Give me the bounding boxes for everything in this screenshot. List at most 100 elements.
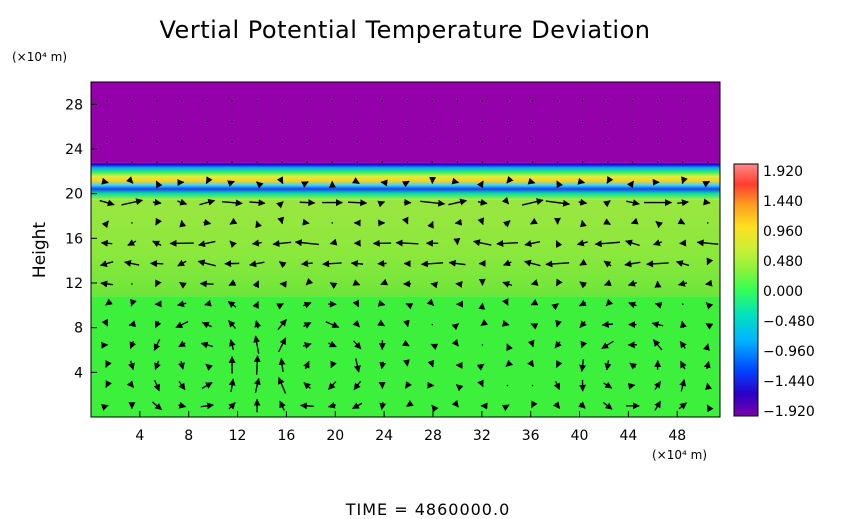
vector-dot bbox=[631, 140, 634, 143]
vector-arrow bbox=[553, 381, 561, 391]
vector-arrow bbox=[603, 381, 613, 389]
vector-arrow bbox=[527, 177, 536, 185]
vector-arrow bbox=[696, 239, 719, 247]
vector-arrow bbox=[705, 302, 714, 310]
vector-arrow bbox=[430, 281, 439, 289]
vector-arrow bbox=[272, 240, 292, 247]
vector-arrow bbox=[477, 217, 485, 226]
vector-arrow bbox=[99, 260, 114, 267]
vector-arrow bbox=[530, 279, 539, 286]
vector-arrow bbox=[579, 359, 587, 372]
vector-arrow bbox=[327, 340, 337, 348]
vector-arrow bbox=[448, 198, 468, 206]
vector-arrow bbox=[530, 298, 539, 306]
vector-dot bbox=[331, 140, 334, 143]
vector-dot bbox=[206, 140, 208, 143]
vector-dot bbox=[681, 303, 684, 306]
vector-arrow bbox=[249, 260, 265, 268]
y-axis: 4 8 12 16 20 24 28 bbox=[65, 97, 97, 381]
vector-dot bbox=[381, 100, 384, 102]
vector-dot bbox=[481, 100, 484, 102]
vector-dot bbox=[506, 100, 509, 102]
vector-arrow bbox=[126, 380, 135, 389]
vector-arrow bbox=[279, 400, 286, 411]
x-tick-label: 28 bbox=[424, 428, 442, 444]
vector-arrow bbox=[351, 177, 360, 185]
vector-arrow bbox=[502, 298, 509, 306]
vector-arrow bbox=[605, 298, 614, 307]
vector-arrow bbox=[377, 200, 386, 208]
vector-arrow bbox=[227, 180, 235, 187]
vector-dot bbox=[656, 161, 659, 163]
vector-arrow bbox=[201, 381, 213, 390]
vector-arrow bbox=[377, 319, 385, 327]
vector-arrow bbox=[451, 338, 459, 347]
vector-arrow bbox=[253, 355, 261, 375]
vector-arrow bbox=[681, 176, 688, 185]
y-tick-label: 28 bbox=[65, 97, 83, 113]
x-tick-label: 24 bbox=[375, 428, 393, 444]
vector-arrow bbox=[651, 321, 664, 329]
x-tick-label: 16 bbox=[278, 428, 296, 444]
vector-arrow bbox=[303, 301, 312, 309]
vector-arrow bbox=[200, 341, 213, 349]
colorbar-tick-label: 1.440 bbox=[763, 194, 803, 210]
x-tick-label: 40 bbox=[571, 428, 589, 444]
colorbar-tick-label: 0.000 bbox=[763, 284, 803, 300]
vector-arrow bbox=[451, 177, 460, 185]
vector-dot bbox=[506, 120, 509, 123]
x-tick-label: 36 bbox=[522, 428, 540, 444]
vector-arrow bbox=[125, 176, 134, 184]
chart-title: Vertial Potential Temperature Deviation bbox=[160, 16, 651, 44]
x-tick-label: 44 bbox=[619, 428, 637, 444]
vector-arrow bbox=[578, 299, 587, 307]
vector-arrow bbox=[228, 320, 237, 329]
vector-arrow bbox=[124, 259, 140, 267]
vector-arrow bbox=[254, 320, 262, 329]
colorbar-tick-label: 0.480 bbox=[763, 254, 803, 270]
vector-arrow bbox=[530, 323, 539, 330]
vector-arrow bbox=[197, 259, 216, 267]
vector-dot bbox=[581, 120, 584, 123]
vector-dot bbox=[281, 100, 283, 102]
vector-dot bbox=[456, 161, 459, 163]
vector-arrow bbox=[305, 277, 314, 286]
vector-arrow bbox=[579, 258, 588, 266]
vector-arrow bbox=[205, 363, 213, 371]
vector-dot bbox=[606, 161, 609, 163]
vector-arrow bbox=[101, 220, 109, 229]
vector-dot bbox=[131, 140, 133, 143]
vector-arrow bbox=[405, 399, 414, 407]
vector-arrow bbox=[379, 361, 387, 370]
vector-dot bbox=[206, 100, 208, 102]
vector-dot bbox=[231, 140, 233, 143]
vector-arrow bbox=[154, 320, 162, 329]
vector-arrow bbox=[253, 335, 261, 354]
vector-dot bbox=[231, 100, 233, 102]
y-tick-label: 4 bbox=[74, 365, 83, 381]
vector-arrow bbox=[472, 239, 492, 247]
vector-arrow bbox=[401, 180, 410, 188]
vector-dot bbox=[706, 100, 709, 102]
y-tick-label: 12 bbox=[65, 276, 83, 292]
vector-dot bbox=[156, 161, 158, 163]
vector-arrow bbox=[178, 340, 186, 348]
vector-arrow bbox=[294, 239, 319, 247]
vector-arrow bbox=[501, 196, 510, 205]
vector-dot bbox=[106, 100, 108, 102]
vector-arrow bbox=[556, 180, 563, 189]
vector-arrow bbox=[505, 359, 514, 368]
vector-arrow bbox=[527, 339, 535, 348]
vector-dot bbox=[506, 140, 509, 143]
vector-dot bbox=[606, 140, 609, 143]
vector-arrow bbox=[121, 198, 144, 206]
y-unit-label: (×10⁴ m) bbox=[12, 50, 67, 64]
vector-arrow bbox=[199, 198, 216, 206]
x-tick-label: 8 bbox=[184, 428, 193, 444]
vector-arrow bbox=[501, 319, 510, 327]
vector-arrow bbox=[276, 201, 284, 209]
vector-arrow bbox=[101, 177, 109, 185]
colorbar-tick-label: 0.960 bbox=[763, 224, 803, 240]
vector-arrow bbox=[128, 360, 135, 371]
vector-dot bbox=[281, 140, 283, 143]
